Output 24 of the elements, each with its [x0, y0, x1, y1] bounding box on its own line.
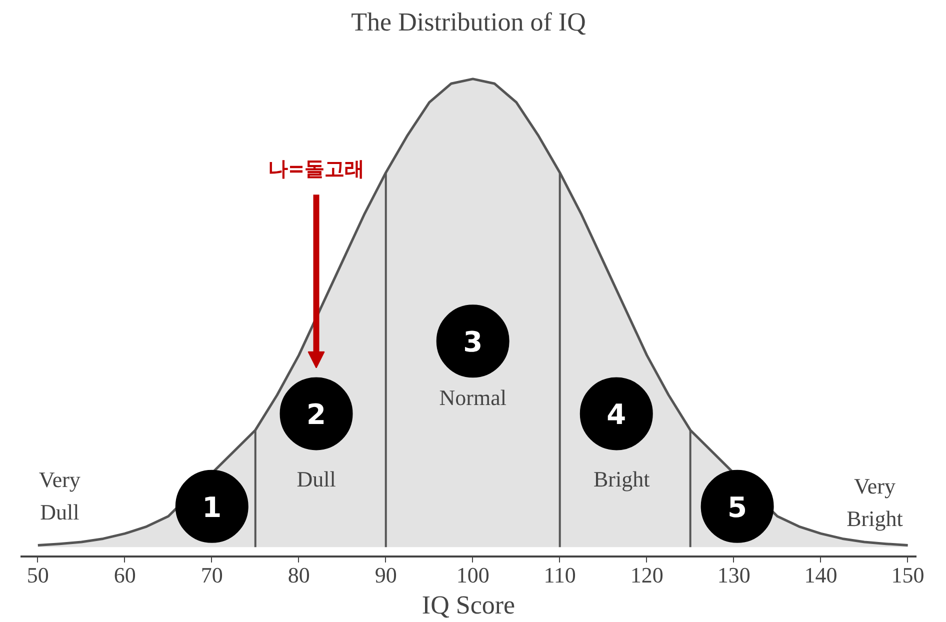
x-tick-label: 100 — [456, 562, 490, 588]
x-tick-label: 60 — [114, 562, 136, 588]
x-tick-label: 140 — [804, 562, 838, 588]
annotation: 2 — [306, 398, 326, 432]
annotation: 4 — [606, 398, 626, 432]
annotation: 1 — [202, 490, 222, 524]
x-tick-label: 80 — [288, 562, 310, 588]
x-axis-title: IQ Score — [422, 590, 516, 620]
annotation: Very Bright — [846, 473, 903, 531]
x-tick-label: 50 — [26, 562, 49, 588]
annotation: 3 — [463, 326, 483, 359]
x-tick-label: 110 — [544, 562, 576, 588]
annotation: Normal — [439, 384, 506, 410]
x-tick-label: 130 — [717, 562, 750, 588]
x-tick-label: 120 — [630, 562, 664, 588]
x-tick-label: 90 — [374, 562, 397, 588]
x-tick-label: 70 — [200, 562, 223, 588]
annotation: Bright — [593, 466, 650, 492]
annotation: Dull — [296, 466, 336, 492]
annotation: Very Dull — [38, 466, 80, 524]
x-tick-label: 150 — [891, 562, 924, 588]
annotation: 나=돌고래 — [268, 156, 365, 181]
annotation: 5 — [728, 490, 748, 524]
chart-title: The Distribution of IQ — [351, 8, 586, 36]
